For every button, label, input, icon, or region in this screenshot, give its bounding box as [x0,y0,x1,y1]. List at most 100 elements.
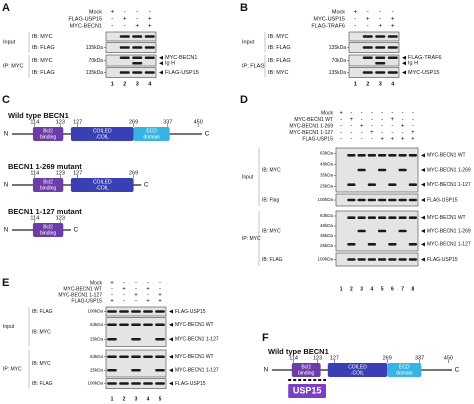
band-label: MYC-BECN1 1-127 [427,182,471,188]
band [119,323,129,327]
condition-name: MYC-BECN1 [70,23,102,29]
group-label: Input [3,40,16,46]
position-label: 123 [313,355,322,361]
domain-label: binding [40,230,56,236]
band [362,46,373,49]
condition-sign: - [367,9,369,16]
band [155,323,165,327]
band [132,46,143,49]
band [378,229,387,233]
lane-number: 4 [148,81,152,87]
condition-sign: + [123,16,127,23]
condition-name: MYC-BECN1 1-127 [289,130,333,136]
marker-label: 63kDa [90,322,104,327]
band [347,154,356,157]
band [367,198,376,202]
band [119,35,130,38]
domain [327,363,388,377]
band-label: FLAG-USP15 [175,381,206,387]
arrowhead [169,381,173,386]
band [143,310,153,313]
condition-sign: + [148,23,152,30]
band [398,216,407,219]
lane-number: 8 [411,286,414,292]
ib-label: IB: FLAG [32,381,53,387]
band [357,168,366,172]
condition-sign: + [122,287,126,293]
band [357,154,366,157]
domain-label: Bcl2 [301,364,311,370]
band-label: MYC-BECN1 1-127 [427,242,471,248]
band [388,198,397,202]
band-label: FLAG-USP15 [427,257,458,263]
schematic-title: Wild type BECN1 [268,347,329,356]
domain-label: COILED [93,128,112,134]
ib-label: IB: MYC [32,329,51,335]
condition-sign: + [370,130,374,136]
condition-name: MYC-BECN1 WT [294,117,333,123]
domain-label: -COIL [96,185,110,191]
band [398,154,407,157]
condition-sign: + [134,293,138,299]
arrowhead [169,368,173,373]
panel-letter: B [240,2,248,14]
band [155,368,165,372]
band-label: MYC-BECN1 WT [427,153,466,159]
domain-label: binding [298,370,314,376]
ib-label: IB: Flag [262,197,279,203]
domain-label: ECD [399,364,410,370]
ib-label: IB: MYC [268,34,289,40]
band [388,216,397,219]
lane-number: 4 [147,396,150,402]
arrowhead [402,70,406,75]
condition-sign: - [350,111,352,117]
band [155,382,165,385]
position-label: 269 [129,119,138,125]
band [378,216,387,219]
lane-number: 4 [391,81,395,87]
position-label: 337 [415,355,424,361]
lane-number: 5 [381,286,384,292]
position-label: 114 [30,215,39,221]
group-label: IP: FLAG [242,64,265,70]
arrowhead [159,61,163,66]
lane-number: 5 [159,396,162,402]
band-label: MYC-BECN1 [165,55,197,61]
band [375,46,386,49]
marker-label: 100kDa [87,309,103,314]
band [367,243,376,246]
condition-sign: - [391,111,393,117]
band-label: MYC-BECN1 WT [175,354,214,360]
domain [291,363,321,377]
domain [70,178,134,192]
lane-number: 1 [111,396,114,402]
condition-sign: - [340,137,342,143]
condition-sign: - [124,23,126,30]
band [155,355,165,359]
marker-label: 70kDa [332,58,347,64]
condition-sign: - [111,16,113,23]
marker-label: 100kDa [317,257,333,262]
panel-letter: E [2,277,9,289]
condition-sign: - [350,137,352,143]
band [144,56,155,60]
band [144,71,155,74]
condition-sign: - [135,281,137,287]
condition-name: MYC-BECN1 1-269 [289,123,333,129]
band [378,168,387,172]
condition-sign: - [391,124,393,130]
band [131,382,141,385]
condition-sign: - [402,130,404,136]
band-label: FLAG-TRAF6 [408,55,442,61]
band [375,56,386,60]
group-label: IP: MYC [3,64,24,70]
condition-sign: - [391,130,393,136]
condition-sign: + [353,9,357,16]
condition-sign: - [412,124,414,130]
lane-number: 1 [340,286,343,292]
c-terminus: C [205,131,210,138]
band [367,154,376,157]
band [357,198,366,202]
band [132,35,143,38]
n-terminus: N [4,131,9,138]
